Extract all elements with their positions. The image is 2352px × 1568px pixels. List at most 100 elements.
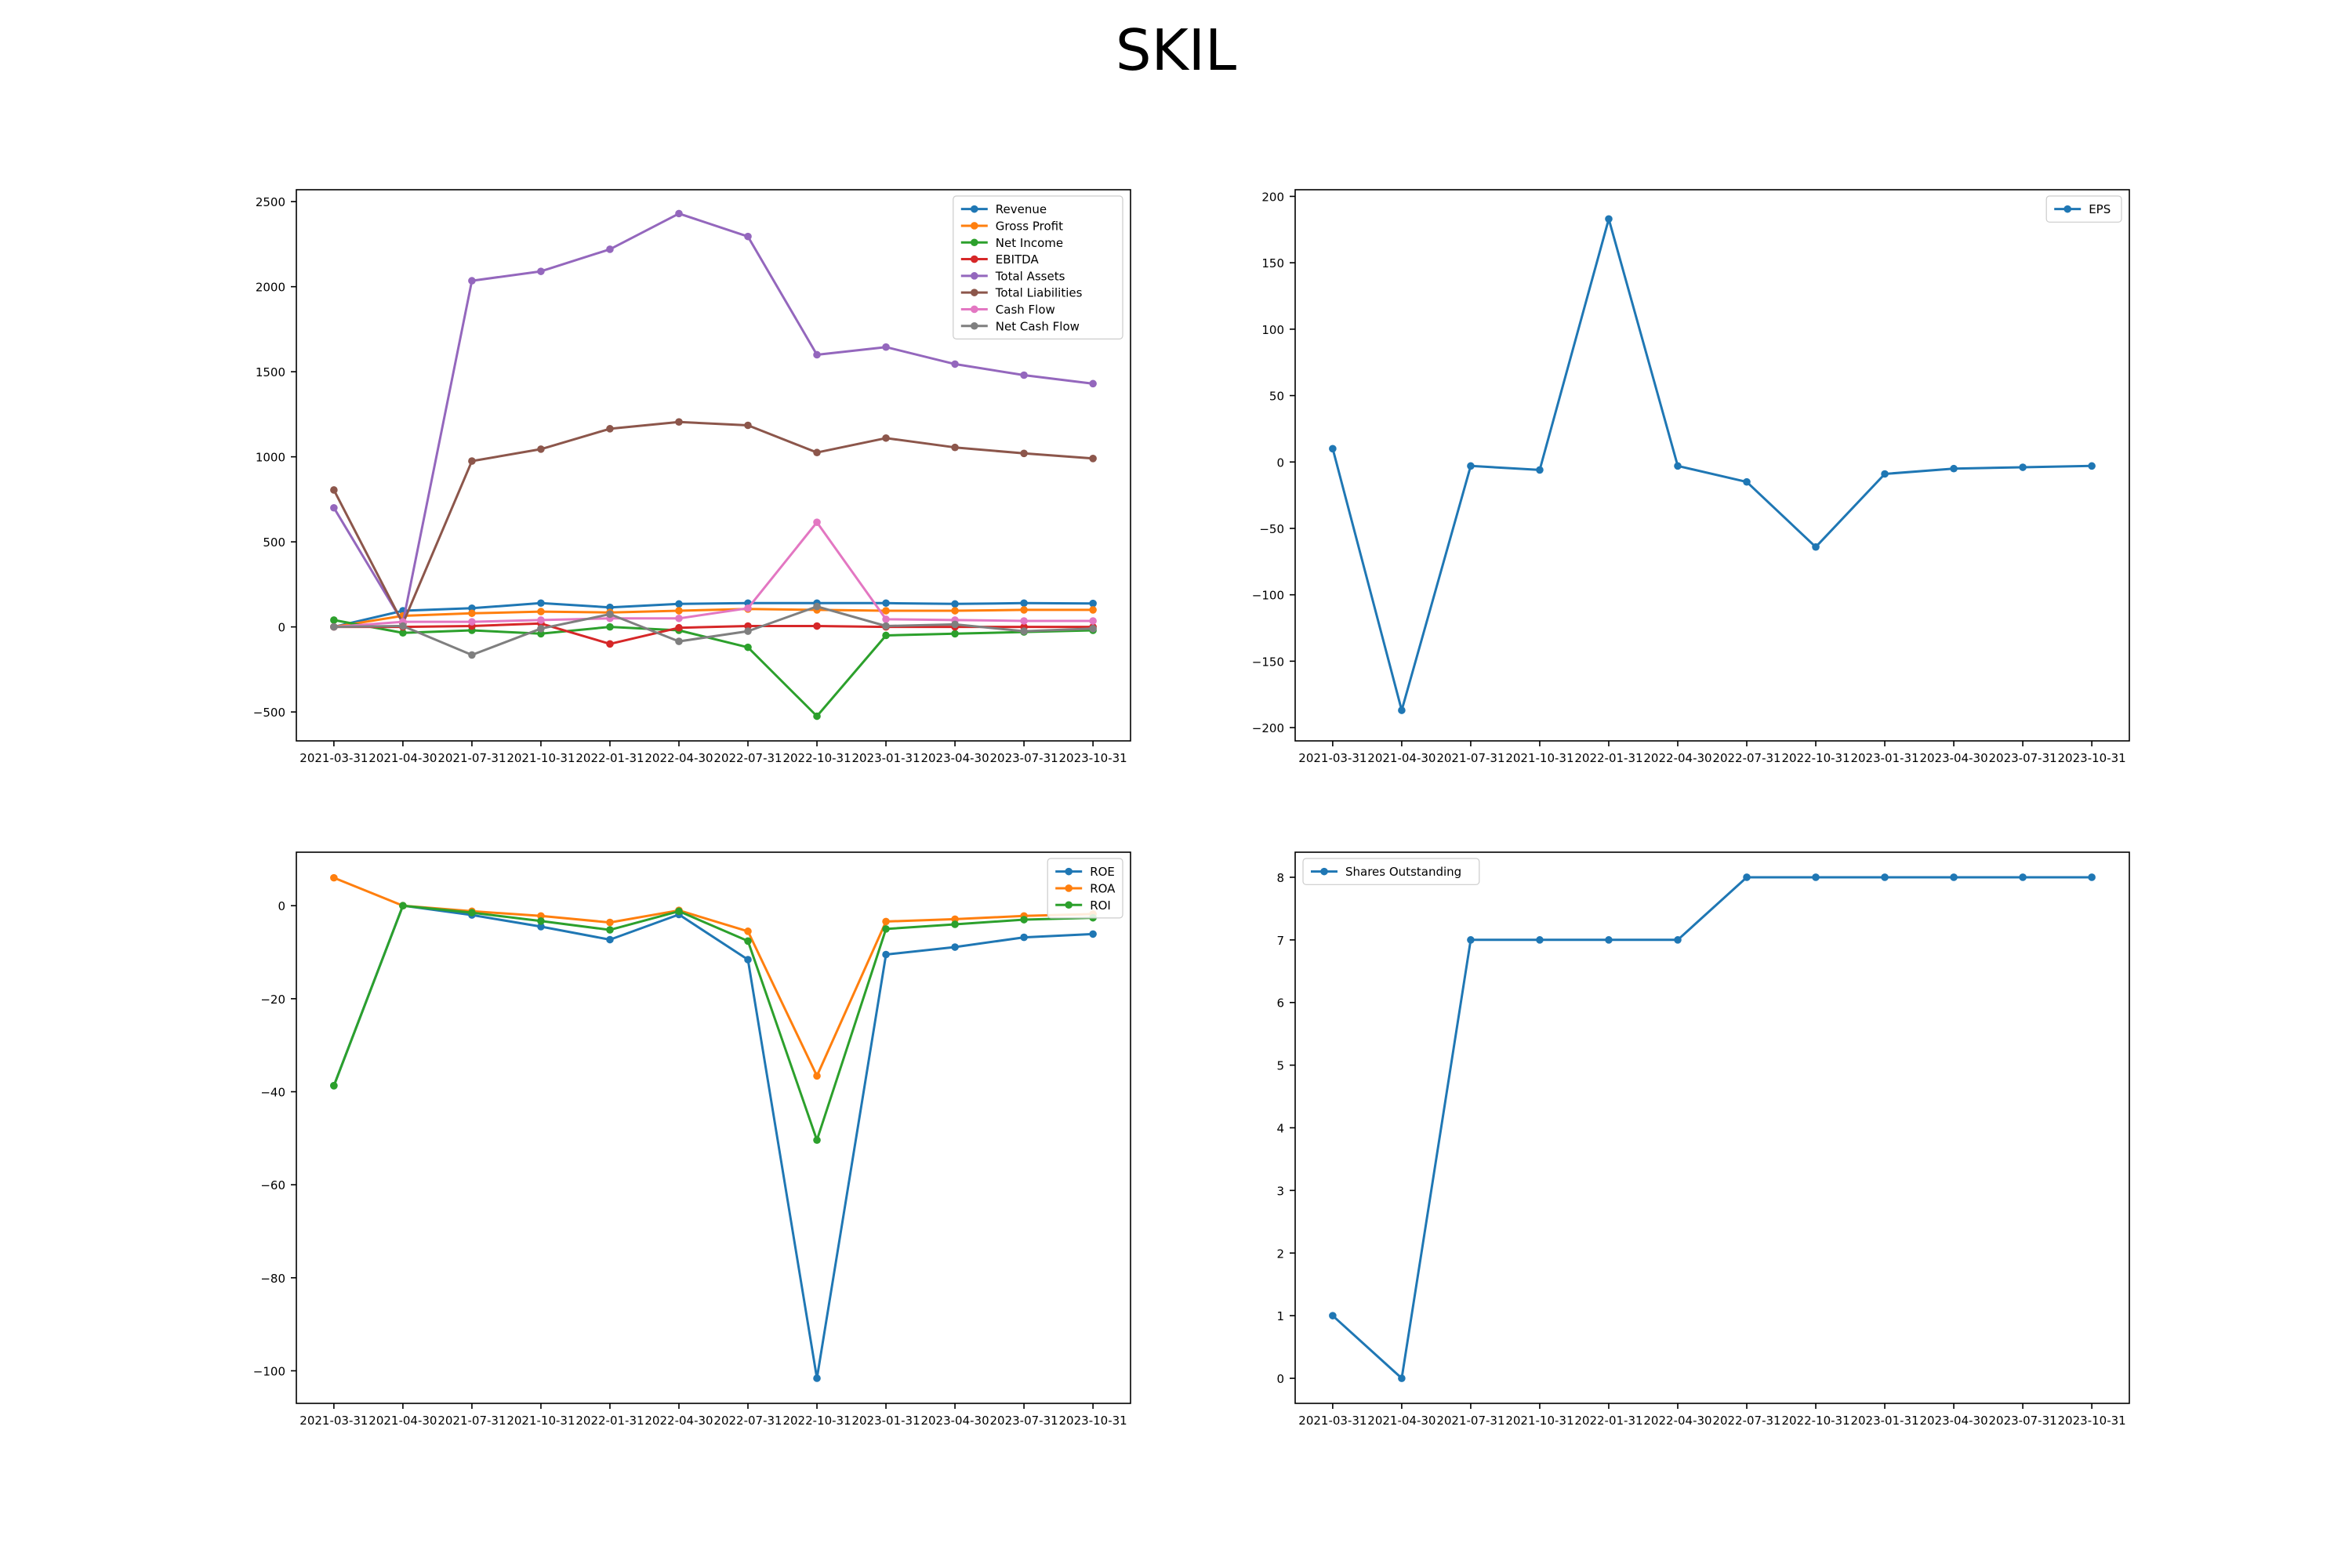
y-tick-label: 5 (1276, 1059, 1284, 1073)
series-line-total-assets (332, 212, 1094, 624)
legend-swatch-marker (971, 272, 978, 280)
data-point (744, 421, 752, 430)
x-tick-label: 2022-10-31 (782, 1414, 851, 1428)
data-point (468, 618, 476, 626)
data-point (951, 920, 959, 928)
legend-swatch-marker (1065, 884, 1073, 892)
data-point (537, 616, 545, 624)
y-tick-label: 3 (1276, 1184, 1284, 1198)
data-point (1674, 936, 1682, 944)
data-point (537, 599, 545, 608)
data-point (1536, 936, 1544, 944)
y-tick-label: −60 (260, 1178, 285, 1192)
series-line-shares-outstanding (1331, 876, 2092, 1380)
x-tick-label: 2023-10-31 (1059, 751, 1127, 765)
legend-box (2045, 195, 2122, 223)
legend-swatch-marker (2063, 205, 2071, 213)
y-tick-label: 2500 (256, 195, 285, 209)
x-tick-label: 2022-10-31 (782, 751, 851, 765)
data-point (537, 917, 545, 925)
x-tick-label: 2022-10-31 (1781, 1414, 1849, 1428)
series-total-liabilities (330, 418, 1097, 628)
series-roa (330, 873, 1097, 1080)
data-point (813, 1072, 821, 1080)
legend: Revenue Gross Profit Net Income EBITDA Total… (953, 195, 1123, 339)
data-point (882, 917, 890, 926)
data-point (330, 503, 338, 512)
data-point (606, 935, 614, 944)
data-point (330, 622, 338, 631)
y-tick-label: −150 (1252, 655, 1284, 669)
legend: Shares Outstanding (1302, 858, 1480, 885)
data-point (813, 350, 821, 359)
y-tick-label: −100 (253, 1364, 285, 1378)
legend-item-gross-profit: Gross Profit (960, 219, 1063, 233)
data-point (399, 629, 407, 637)
data-point (468, 609, 476, 618)
x-tick-label: 2022-01-31 (1574, 751, 1642, 765)
data-point (1329, 445, 1337, 453)
data-point (606, 425, 614, 433)
legend-item-shares-outstanding: Shares Outstanding (1311, 865, 1461, 879)
series-line-roi (332, 904, 1094, 1142)
x-tick-label: 2021-04-30 (368, 1414, 437, 1428)
data-point (1020, 627, 1028, 635)
x-tick-label: 2023-04-30 (1919, 1414, 1987, 1428)
x-tick-label: 2022-07-31 (1712, 1414, 1780, 1428)
data-point (951, 443, 959, 452)
x-tick-label: 2022-04-30 (644, 1414, 713, 1428)
data-point (675, 907, 683, 916)
data-point (675, 607, 683, 615)
plot-area-frame (296, 851, 1131, 1404)
data-point (468, 909, 476, 916)
data-point (951, 607, 959, 615)
data-point (675, 637, 683, 645)
x-tick-label: 2023-10-31 (1059, 1414, 1127, 1428)
data-point (951, 600, 959, 608)
data-point (2019, 463, 2027, 471)
y-tick-label: −40 (260, 1086, 285, 1100)
data-point (744, 627, 752, 635)
data-point (1950, 873, 1958, 881)
series-eps (1329, 215, 2096, 714)
y-tick-label: 0 (1276, 1372, 1284, 1386)
series-line-total-liabilities (332, 420, 1094, 625)
data-point (744, 937, 752, 946)
data-point (1467, 936, 1475, 944)
series-roe (330, 902, 1097, 1382)
x-tick-label: 2023-04-30 (920, 1414, 989, 1428)
data-point (882, 925, 890, 933)
legend-label: Revenue (996, 202, 1047, 216)
y-tick-label: 4 (1276, 1122, 1284, 1136)
plot-area-frame (1294, 851, 2130, 1404)
legend-swatch-marker (1065, 867, 1073, 876)
x-tick-label: 2021-03-31 (1298, 1414, 1367, 1428)
series-line-roe (332, 904, 1094, 1380)
x-tick-label: 2021-07-31 (437, 1414, 506, 1428)
legend: ROE ROA ROI (1047, 858, 1123, 919)
x-tick-label: 2023-07-31 (990, 1414, 1058, 1428)
data-point (882, 631, 890, 640)
y-tick-label: 2 (1276, 1247, 1284, 1261)
x-tick-label: 2023-04-30 (1919, 751, 1987, 765)
x-tick-label: 2023-01-31 (1850, 751, 1918, 765)
data-point (1881, 470, 1889, 478)
legend-swatch-marker (971, 255, 978, 263)
data-point (1020, 371, 1028, 379)
x-tick-label: 2022-01-31 (1574, 1414, 1642, 1428)
x-tick-label: 2021-03-31 (1298, 751, 1367, 765)
data-point (468, 651, 476, 659)
y-tick-label: −100 (1252, 589, 1284, 603)
series-line-revenue (333, 601, 1094, 629)
data-point (468, 277, 476, 285)
legend-swatch-marker (1065, 901, 1073, 909)
data-point (537, 445, 545, 453)
data-point (1950, 464, 1958, 473)
legend-box (1302, 858, 1480, 885)
data-point (675, 614, 683, 622)
data-point (606, 640, 614, 648)
y-tick-label: −500 (253, 706, 285, 720)
